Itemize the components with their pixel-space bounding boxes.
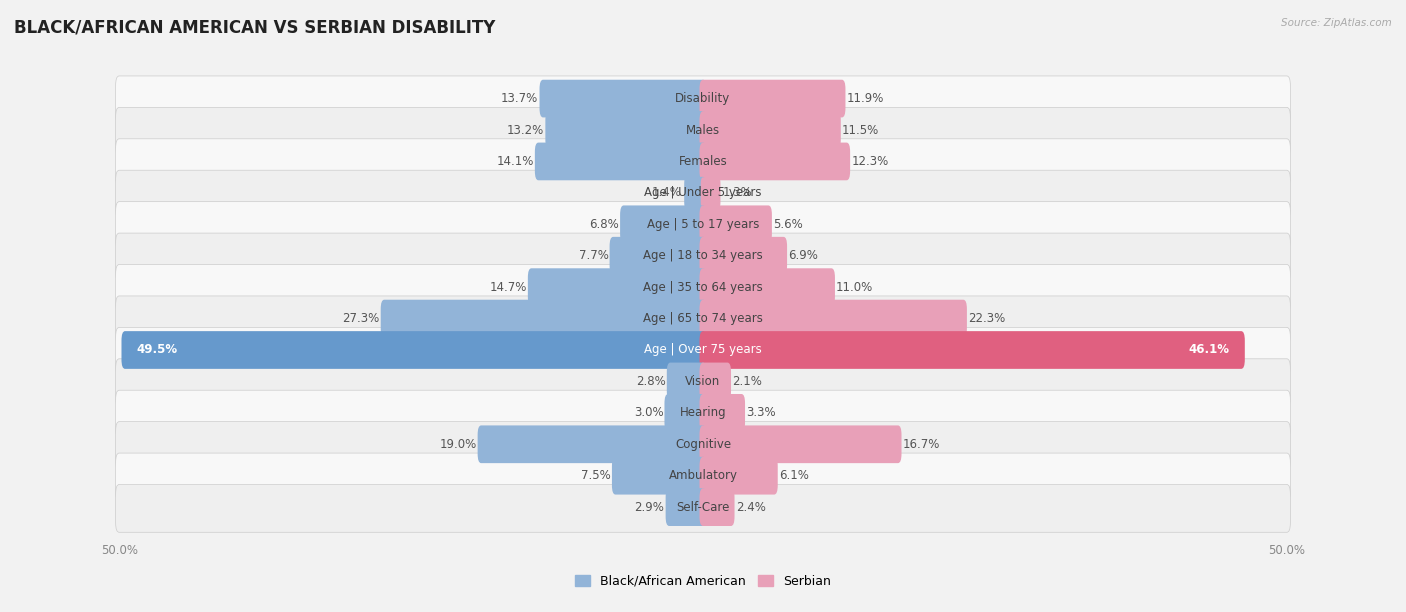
FancyBboxPatch shape xyxy=(381,300,706,337)
Text: 1.3%: 1.3% xyxy=(723,187,752,200)
FancyBboxPatch shape xyxy=(700,206,772,243)
Text: 49.5%: 49.5% xyxy=(136,343,177,357)
FancyBboxPatch shape xyxy=(115,422,1291,469)
FancyBboxPatch shape xyxy=(115,390,1291,438)
FancyBboxPatch shape xyxy=(115,453,1291,501)
Text: 7.7%: 7.7% xyxy=(578,249,609,262)
FancyBboxPatch shape xyxy=(665,394,706,431)
FancyBboxPatch shape xyxy=(527,268,706,306)
Text: Age | Over 75 years: Age | Over 75 years xyxy=(644,343,762,357)
FancyBboxPatch shape xyxy=(115,264,1291,312)
FancyBboxPatch shape xyxy=(534,143,706,181)
FancyBboxPatch shape xyxy=(612,457,706,494)
Text: Disability: Disability xyxy=(675,92,731,105)
FancyBboxPatch shape xyxy=(121,331,706,369)
FancyBboxPatch shape xyxy=(540,80,706,118)
FancyBboxPatch shape xyxy=(700,237,787,275)
FancyBboxPatch shape xyxy=(685,177,706,209)
Text: Ambulatory: Ambulatory xyxy=(668,469,738,482)
Text: Age | 5 to 17 years: Age | 5 to 17 years xyxy=(647,218,759,231)
FancyBboxPatch shape xyxy=(700,268,835,306)
FancyBboxPatch shape xyxy=(115,76,1291,124)
Text: Self-Care: Self-Care xyxy=(676,501,730,513)
FancyBboxPatch shape xyxy=(115,327,1291,375)
FancyBboxPatch shape xyxy=(115,233,1291,281)
FancyBboxPatch shape xyxy=(700,331,1244,369)
Text: 2.4%: 2.4% xyxy=(735,501,766,513)
Text: BLACK/AFRICAN AMERICAN VS SERBIAN DISABILITY: BLACK/AFRICAN AMERICAN VS SERBIAN DISABI… xyxy=(14,18,495,36)
FancyBboxPatch shape xyxy=(700,111,841,149)
FancyBboxPatch shape xyxy=(115,202,1291,250)
Text: 46.1%: 46.1% xyxy=(1188,343,1230,357)
Text: 19.0%: 19.0% xyxy=(439,438,477,451)
Text: 2.1%: 2.1% xyxy=(733,375,762,388)
Text: 2.8%: 2.8% xyxy=(636,375,665,388)
FancyBboxPatch shape xyxy=(115,107,1291,155)
FancyBboxPatch shape xyxy=(700,177,720,209)
Text: 14.1%: 14.1% xyxy=(496,155,534,168)
Text: 13.2%: 13.2% xyxy=(508,124,544,136)
Text: 6.9%: 6.9% xyxy=(789,249,818,262)
FancyBboxPatch shape xyxy=(115,139,1291,187)
Text: 6.8%: 6.8% xyxy=(589,218,619,231)
Text: Age | 18 to 34 years: Age | 18 to 34 years xyxy=(643,249,763,262)
Text: Source: ZipAtlas.com: Source: ZipAtlas.com xyxy=(1281,18,1392,28)
Text: 11.9%: 11.9% xyxy=(846,92,884,105)
FancyBboxPatch shape xyxy=(620,206,706,243)
Text: 5.6%: 5.6% xyxy=(773,218,803,231)
Text: 27.3%: 27.3% xyxy=(342,312,380,325)
Text: Age | Under 5 years: Age | Under 5 years xyxy=(644,187,762,200)
FancyBboxPatch shape xyxy=(115,359,1291,406)
Text: Vision: Vision xyxy=(685,375,721,388)
Text: 12.3%: 12.3% xyxy=(851,155,889,168)
Text: 1.4%: 1.4% xyxy=(652,187,682,200)
FancyBboxPatch shape xyxy=(700,394,745,431)
FancyBboxPatch shape xyxy=(700,425,901,463)
Text: 16.7%: 16.7% xyxy=(903,438,941,451)
Text: 6.1%: 6.1% xyxy=(779,469,808,482)
FancyBboxPatch shape xyxy=(115,485,1291,532)
Text: Females: Females xyxy=(679,155,727,168)
FancyBboxPatch shape xyxy=(700,488,734,526)
FancyBboxPatch shape xyxy=(700,300,967,337)
Text: Age | 35 to 64 years: Age | 35 to 64 years xyxy=(643,281,763,294)
FancyBboxPatch shape xyxy=(665,488,706,526)
Text: 2.9%: 2.9% xyxy=(634,501,665,513)
Text: 11.5%: 11.5% xyxy=(842,124,879,136)
Text: Hearing: Hearing xyxy=(679,406,727,419)
Text: Age | 65 to 74 years: Age | 65 to 74 years xyxy=(643,312,763,325)
Text: Cognitive: Cognitive xyxy=(675,438,731,451)
Text: 14.7%: 14.7% xyxy=(489,281,527,294)
FancyBboxPatch shape xyxy=(610,237,706,275)
Text: 22.3%: 22.3% xyxy=(969,312,1005,325)
Text: 11.0%: 11.0% xyxy=(837,281,873,294)
FancyBboxPatch shape xyxy=(666,362,706,400)
Text: 13.7%: 13.7% xyxy=(501,92,538,105)
FancyBboxPatch shape xyxy=(700,143,851,181)
FancyBboxPatch shape xyxy=(115,170,1291,218)
FancyBboxPatch shape xyxy=(700,457,778,494)
FancyBboxPatch shape xyxy=(700,80,845,118)
FancyBboxPatch shape xyxy=(115,296,1291,344)
FancyBboxPatch shape xyxy=(478,425,706,463)
Text: 7.5%: 7.5% xyxy=(581,469,610,482)
Text: Males: Males xyxy=(686,124,720,136)
Text: 3.0%: 3.0% xyxy=(634,406,664,419)
Text: 3.3%: 3.3% xyxy=(747,406,776,419)
FancyBboxPatch shape xyxy=(546,111,706,149)
FancyBboxPatch shape xyxy=(700,362,731,400)
Legend: Black/African American, Serbian: Black/African American, Serbian xyxy=(569,570,837,593)
